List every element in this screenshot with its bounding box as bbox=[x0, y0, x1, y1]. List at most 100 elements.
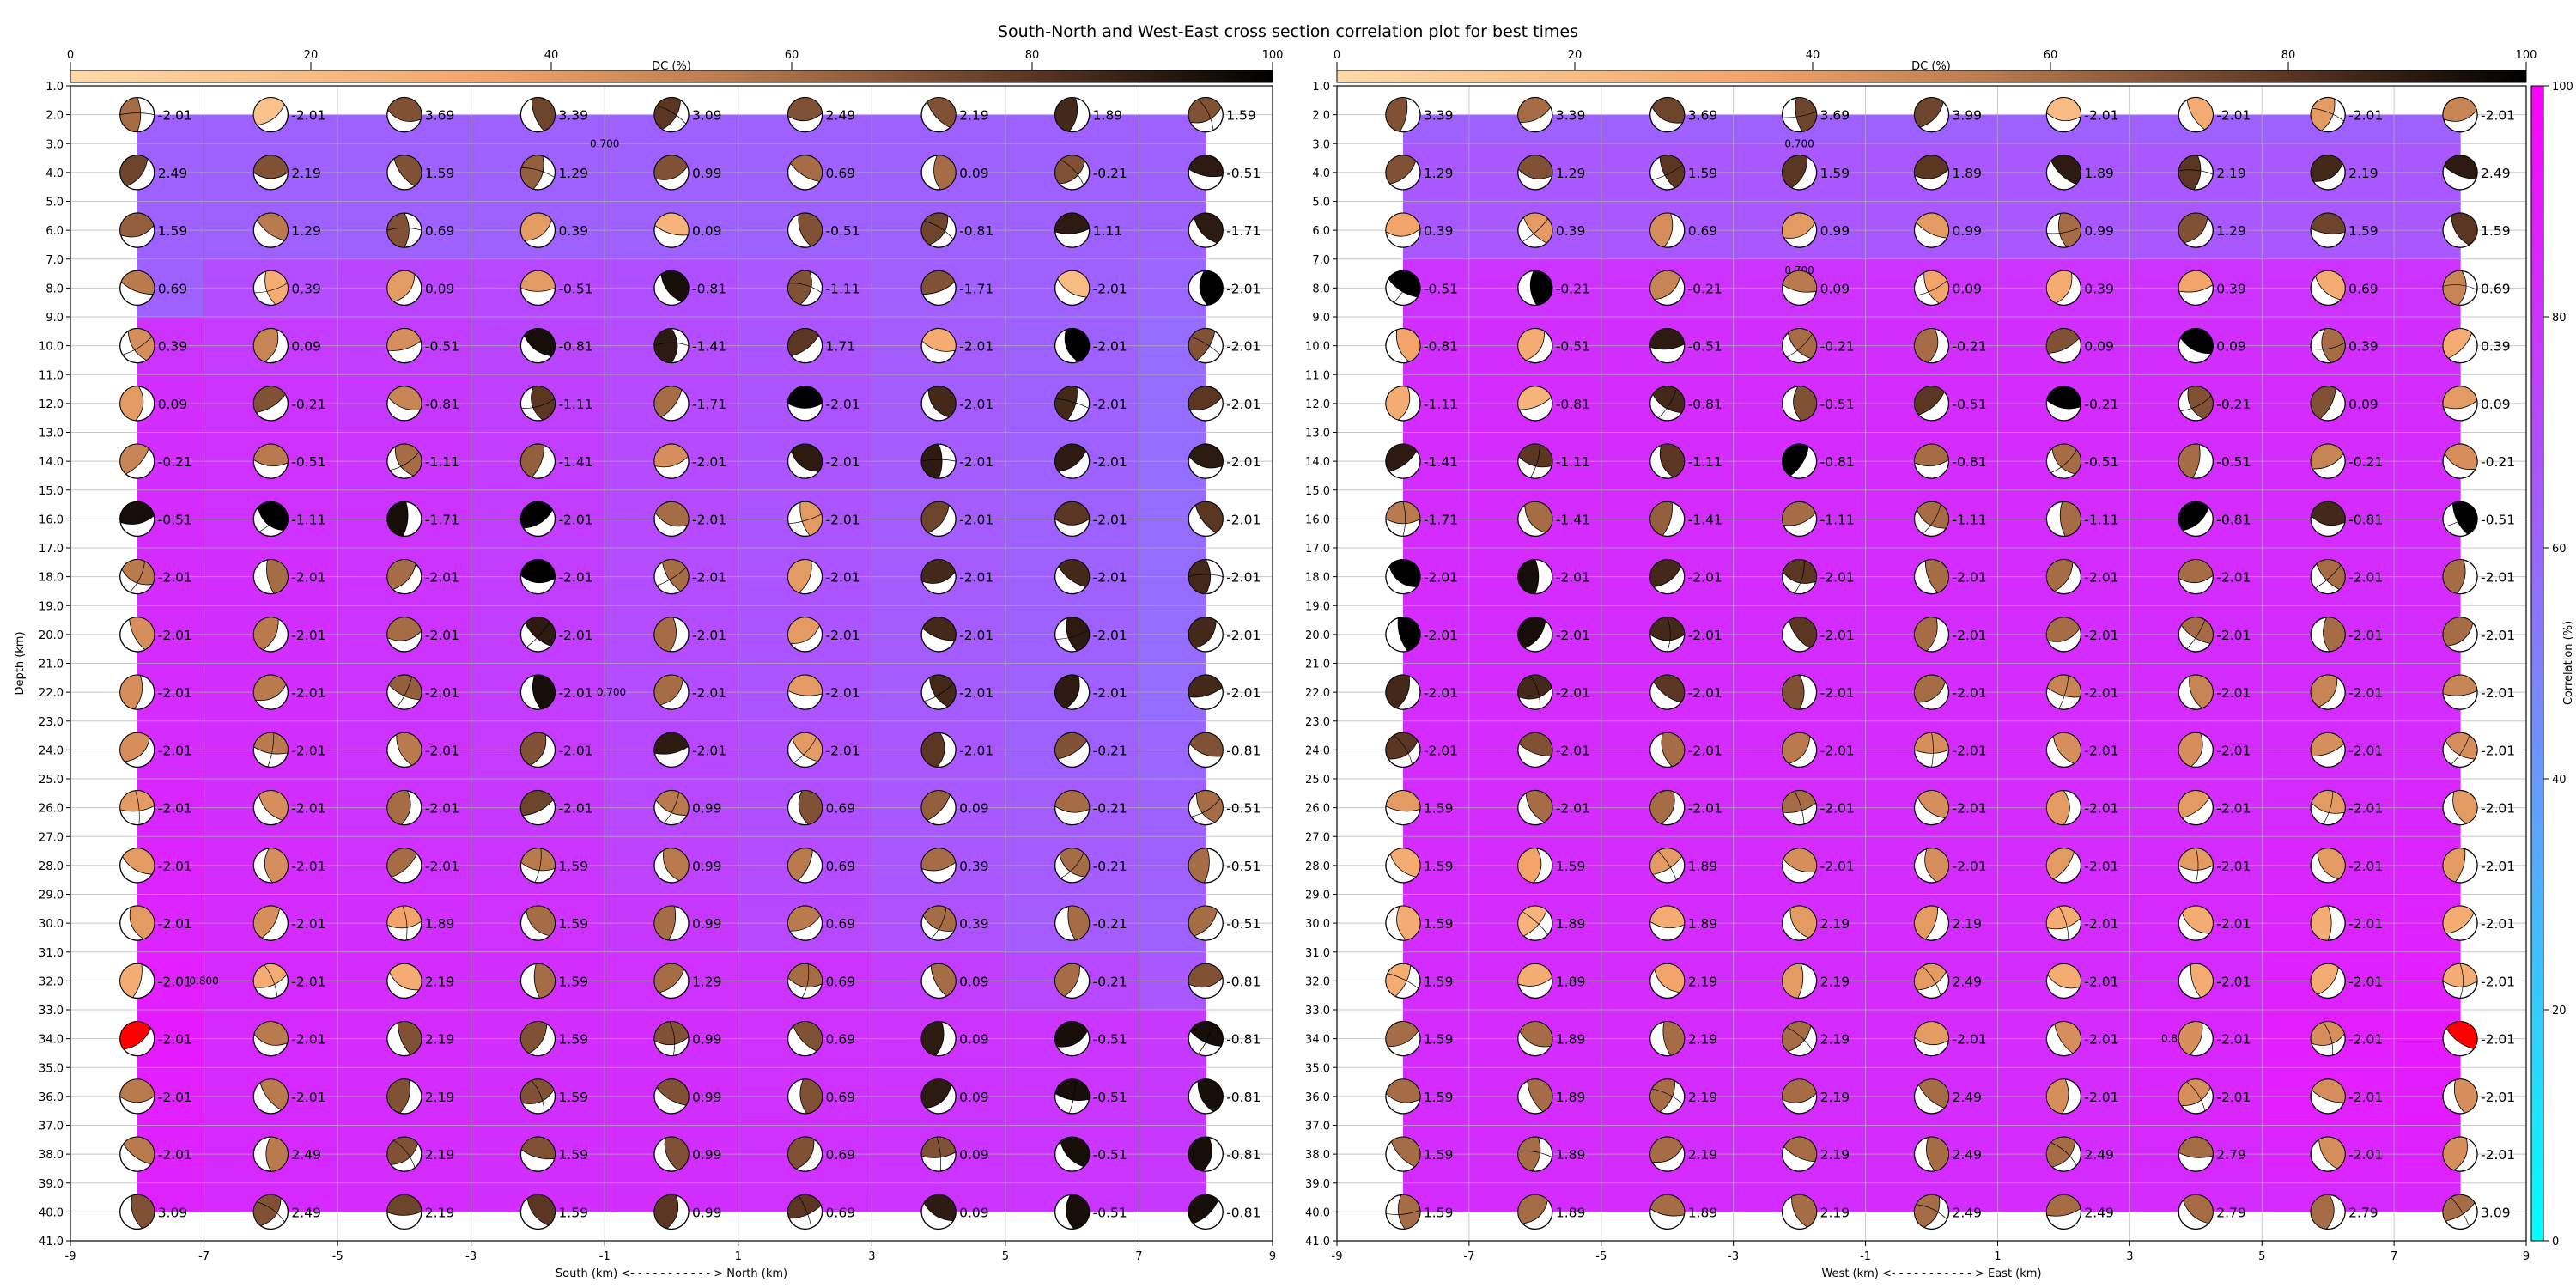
beachball-marker bbox=[1385, 558, 1421, 595]
beachball-marker bbox=[252, 558, 289, 595]
time-shift-label: 0.09 bbox=[2481, 397, 2511, 412]
time-shift-label: -2.01 bbox=[959, 743, 993, 758]
x-tick-label: 1 bbox=[735, 1250, 742, 1263]
time-shift-label: -2.01 bbox=[826, 570, 860, 586]
y-tick-label: 29.0 bbox=[1305, 890, 1330, 902]
time-shift-label: -2.01 bbox=[959, 628, 993, 643]
contour-label: 0.700 bbox=[590, 137, 619, 149]
beachball-marker bbox=[1781, 617, 1818, 653]
time-shift-label: 0.69 bbox=[2481, 281, 2511, 296]
time-shift-label: -2.01 bbox=[291, 628, 325, 643]
beachball-marker bbox=[2442, 1136, 2478, 1172]
beachball-marker bbox=[1649, 212, 1686, 248]
time-shift-label: -2.01 bbox=[1226, 570, 1261, 586]
beachball-marker bbox=[1385, 212, 1421, 248]
beachball-marker bbox=[1649, 1078, 1686, 1115]
time-shift-label: 0.39 bbox=[2481, 339, 2511, 355]
time-shift-label: -2.01 bbox=[1093, 512, 1127, 527]
grid-lines bbox=[70, 85, 1273, 1242]
beachball-marker bbox=[920, 1020, 957, 1057]
time-shift-label: -0.21 bbox=[1093, 166, 1127, 181]
time-shift-label: -1.41 bbox=[558, 454, 592, 470]
time-shift-label: -0.21 bbox=[291, 397, 325, 412]
time-shift-label: -0.51 bbox=[2084, 454, 2118, 470]
beachball-marker bbox=[386, 155, 422, 191]
beachball-marker bbox=[2045, 1136, 2082, 1172]
x-tick-label: 3 bbox=[868, 1250, 875, 1263]
beachball-marker bbox=[2310, 789, 2346, 826]
beachball-marker bbox=[519, 848, 556, 884]
beachball-marker bbox=[787, 386, 823, 422]
time-shift-label: 2.79 bbox=[2216, 1205, 2246, 1220]
beachball-marker bbox=[1188, 848, 1224, 884]
y-tick-label: 9.0 bbox=[1312, 312, 1330, 325]
contour-labels: 0.700 0.700 0.800 bbox=[189, 137, 626, 987]
beachball-marker bbox=[787, 963, 823, 999]
beachball-marker bbox=[1385, 155, 1421, 191]
time-shift-label: -2.01 bbox=[2216, 570, 2251, 586]
time-shift-label: -2.01 bbox=[1226, 685, 1261, 701]
beachball-marker bbox=[519, 386, 556, 422]
time-shift-label: 1.59 bbox=[558, 1090, 588, 1105]
time-shift-label: -1.11 bbox=[2084, 512, 2118, 527]
beachball-marker bbox=[1517, 1194, 1553, 1230]
dc-colorbar-left-bar bbox=[70, 70, 1273, 83]
beachball-marker bbox=[1188, 905, 1224, 941]
time-shift-label: 2.19 bbox=[1820, 974, 1850, 989]
time-shift-label: -2.01 bbox=[2216, 685, 2251, 701]
beachball-marker bbox=[787, 558, 823, 595]
time-shift-label: -2.01 bbox=[2348, 1032, 2383, 1048]
time-shift-label: -2.01 bbox=[2084, 859, 2118, 874]
time-shift-label: 1.29 bbox=[2216, 223, 2246, 239]
beachball-marker bbox=[1054, 1078, 1091, 1115]
y-tick-label: 26.0 bbox=[1305, 803, 1330, 816]
beachball-marker bbox=[386, 96, 422, 133]
beachball-marker bbox=[1054, 789, 1091, 826]
time-shift-label: -0.51 bbox=[158, 512, 192, 527]
time-shift-label: -1.11 bbox=[425, 454, 459, 470]
beachball-marker bbox=[1913, 327, 1950, 364]
y-tick-label: 13.0 bbox=[39, 428, 64, 440]
time-shift-label: -2.01 bbox=[826, 512, 860, 527]
y-tick-label: 12.0 bbox=[39, 398, 64, 411]
time-shift-label: -2.01 bbox=[692, 685, 726, 701]
time-shift-label: -2.01 bbox=[1556, 801, 1590, 817]
beachball-marker bbox=[1188, 963, 1224, 999]
beachball-marker bbox=[2045, 732, 2082, 769]
beachball-marker bbox=[1517, 1020, 1553, 1057]
time-shift-label: -2.01 bbox=[2216, 974, 2251, 989]
y-tick-label: 32.0 bbox=[39, 975, 64, 988]
time-shift-label: 3.09 bbox=[2481, 1205, 2511, 1220]
time-shift-label: 0.99 bbox=[692, 166, 722, 181]
beachball-marker bbox=[2310, 617, 2346, 653]
beachball-marker bbox=[653, 155, 690, 191]
beachball-marker bbox=[1385, 443, 1421, 479]
beachball-marker bbox=[2178, 96, 2214, 133]
dc-tick-label: 60 bbox=[2044, 49, 2058, 62]
time-shift-label: -2.01 bbox=[1820, 801, 1855, 817]
time-shift-label: -2.01 bbox=[1556, 628, 1590, 643]
y-tick-label: 11.0 bbox=[39, 369, 64, 382]
y-tick-label: 17.0 bbox=[1305, 543, 1330, 556]
time-shift-label: -2.01 bbox=[291, 1032, 325, 1048]
correlation-tick-label: 40 bbox=[2552, 774, 2567, 787]
beachball-marker bbox=[2442, 501, 2478, 538]
dc-tick-label: 80 bbox=[1025, 49, 1040, 62]
time-shift-label: -2.01 bbox=[959, 512, 993, 527]
beachball-marker bbox=[2310, 1194, 2346, 1230]
correlation-colorbar-ticks: 0 20 40 60 80 100 bbox=[2543, 81, 2573, 1249]
time-shift-label: 2.19 bbox=[1688, 974, 1718, 989]
beachball-marker bbox=[1188, 1078, 1224, 1115]
beachball-marker bbox=[1385, 327, 1421, 364]
time-shift-label: -0.81 bbox=[2348, 512, 2383, 527]
beachball-marker bbox=[2442, 1020, 2478, 1057]
y-tick-label: 9.0 bbox=[46, 312, 64, 325]
y-tick-label: 19.0 bbox=[1305, 600, 1330, 613]
beachball-marker bbox=[653, 674, 690, 710]
time-shift-label: -2.01 bbox=[1688, 628, 1722, 643]
y-tick-label: 10.0 bbox=[1305, 341, 1330, 354]
time-shift-label: -2.01 bbox=[2481, 859, 2515, 874]
beachball-marker bbox=[2045, 96, 2082, 133]
time-shift-label: 2.19 bbox=[425, 1032, 455, 1048]
time-shift-label: 1.89 bbox=[1093, 108, 1123, 124]
